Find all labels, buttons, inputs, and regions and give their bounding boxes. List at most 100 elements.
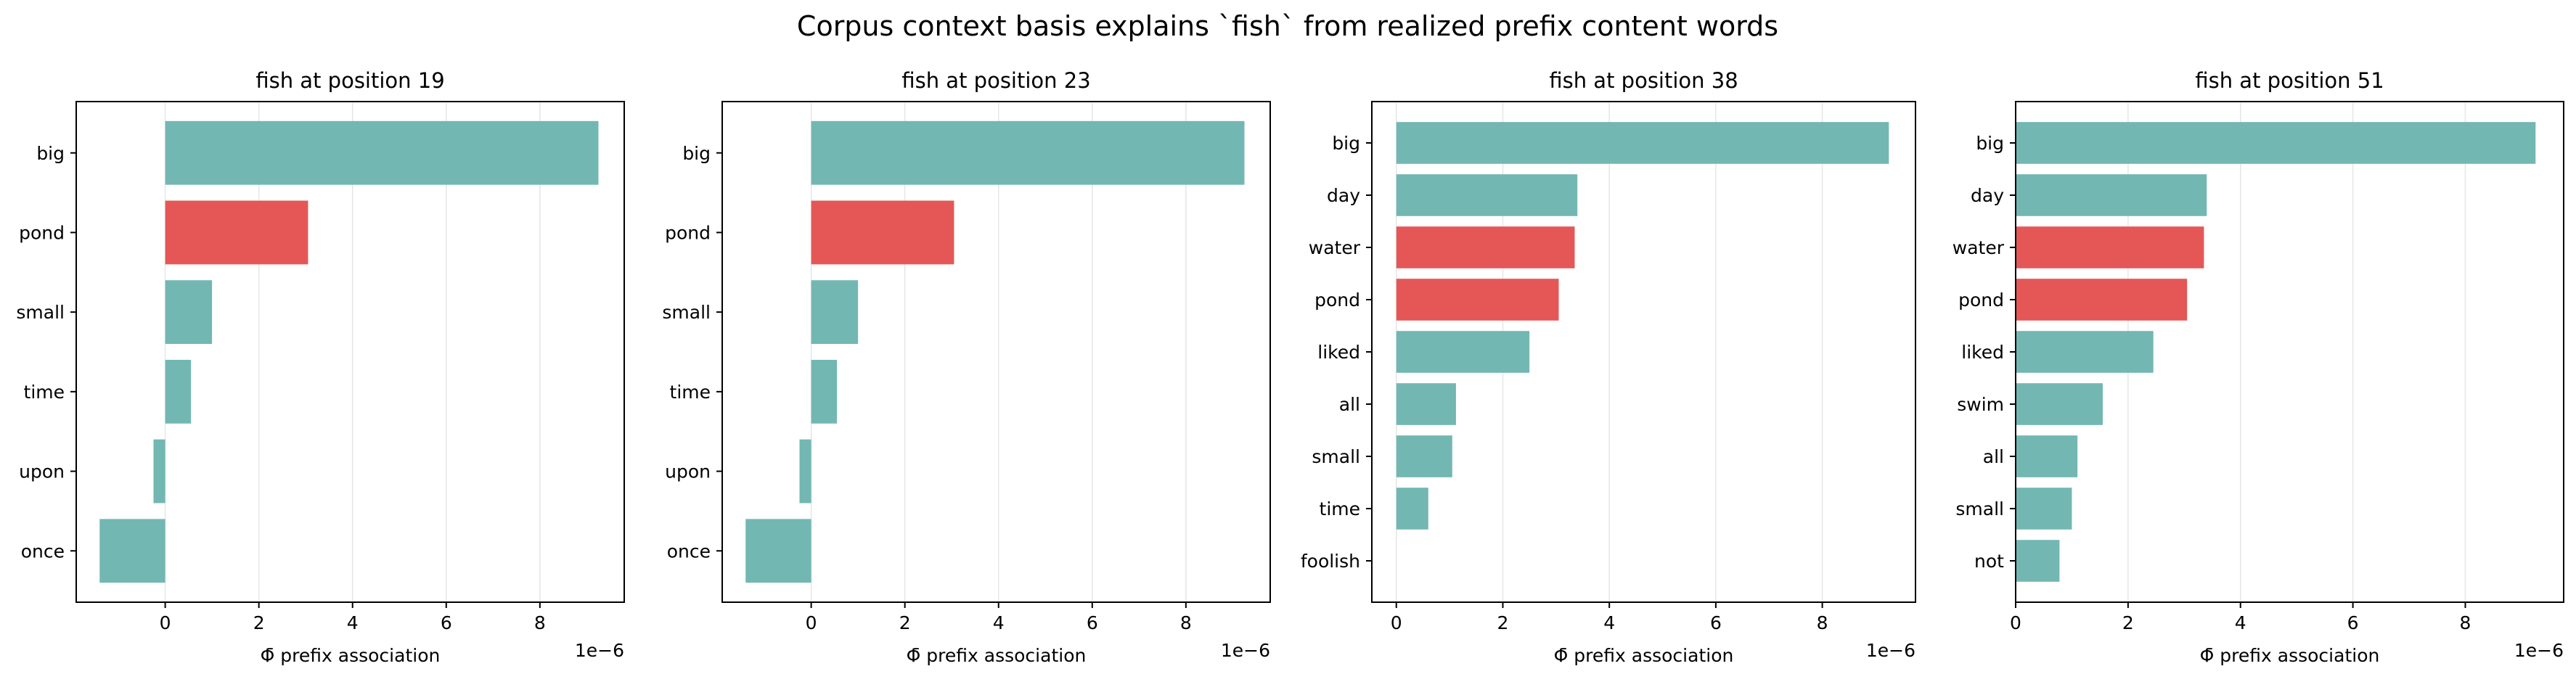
x-tick-label: 2 [899, 612, 911, 633]
category-label: big [1976, 133, 2004, 154]
category-label: pond [1314, 289, 1360, 311]
bar-day [1396, 174, 1578, 216]
figure-title: Corpus context basis explains `fish` fro… [797, 10, 1778, 42]
category-label: pond [19, 222, 65, 243]
x-tick-label: 6 [441, 612, 452, 633]
x-tick-label: 4 [347, 612, 359, 633]
category-label: upon [665, 461, 711, 482]
chart-title: fish at position 38 [1549, 68, 1738, 93]
axes-frame [721, 101, 1271, 603]
category-label: big [1332, 133, 1360, 154]
axis-offset-text: 1e−6 [1221, 640, 1270, 661]
bar-water [1396, 226, 1575, 268]
category-label: not [1974, 551, 2004, 572]
category-label: water [1953, 237, 2005, 258]
category-label: small [16, 302, 65, 323]
category-label: liked [1961, 342, 2004, 363]
category-label: big [36, 143, 65, 164]
category-label: day [1971, 185, 2004, 206]
x-tick-label: 4 [993, 612, 1005, 633]
chart-panel-2: big pond small time upon once 0 2 4 6 8 fish at pos… [662, 68, 1271, 666]
bar-small [2016, 488, 2072, 530]
x-tick-label: 6 [1710, 612, 1722, 633]
category-label: upon [19, 461, 65, 482]
category-label: time [24, 382, 65, 403]
category-label: foolish [1301, 551, 1360, 572]
chart-title: fish at position 51 [2195, 68, 2384, 93]
x-tick-label: 2 [2122, 612, 2134, 633]
category-label: time [670, 382, 711, 403]
bar-day [2016, 174, 2207, 216]
bar-pond [811, 200, 954, 265]
x-tick-label: 0 [1391, 612, 1402, 633]
bar-once [745, 519, 811, 583]
x-tick-label: 6 [1087, 612, 1098, 633]
axes-frame [1371, 101, 1916, 603]
bar-pond [165, 200, 308, 265]
chart-panel-3: big day water pond liked all small time foolish 0… [1301, 68, 1916, 666]
bar-time [811, 359, 838, 424]
bar-time [1396, 488, 1428, 530]
axes-frame [2015, 101, 2564, 603]
category-label: water [1309, 237, 1361, 258]
x-tick-label: 0 [2010, 612, 2021, 633]
chart-title: fish at position 23 [901, 68, 1090, 93]
axis-offset-text: 1e−6 [1866, 640, 1915, 661]
x-axis-label: Φ̄ prefix association [1554, 645, 1734, 666]
chart-panel-4: big day water pond liked swim all small not 0 2 4 6 8… [1953, 68, 2564, 666]
bar-upon [799, 439, 811, 504]
x-axis-label: Φ̄ prefix association [261, 645, 441, 666]
category-label: all [1339, 394, 1360, 415]
bar-time [165, 359, 192, 424]
bar-once [99, 519, 165, 583]
bar-pond [2016, 279, 2188, 321]
x-tick-label: 0 [806, 612, 817, 633]
x-tick-label: 0 [160, 612, 171, 633]
x-axis-label: Φ̄ prefix association [2200, 645, 2380, 666]
category-label: small [662, 302, 711, 323]
bar-all [1396, 383, 1456, 425]
bar-big [811, 120, 1245, 185]
category-label: once [21, 541, 65, 562]
bar-small [1396, 435, 1452, 477]
category-label: liked [1317, 342, 1360, 363]
x-tick-label: 6 [2347, 612, 2359, 633]
bar-big [165, 120, 599, 185]
bar-upon [153, 439, 165, 504]
category-label: time [1320, 498, 1360, 519]
x-tick-label: 8 [1817, 612, 1828, 633]
axis-offset-text: 1e−6 [575, 640, 624, 661]
bar-pond [1396, 279, 1559, 321]
category-label: big [682, 143, 711, 164]
x-tick-label: 4 [2235, 612, 2246, 633]
x-tick-label: 8 [534, 612, 546, 633]
bar-small [165, 280, 213, 345]
bar-liked [1396, 331, 1530, 373]
bar-all [2016, 435, 2078, 477]
category-label: small [1955, 498, 2004, 519]
category-label: pond [1958, 289, 2004, 311]
category-label: swim [1957, 394, 2004, 415]
x-tick-label: 8 [1180, 612, 1192, 633]
x-axis-label: Φ̄ prefix association [907, 645, 1087, 666]
axis-offset-text: 1e−6 [2514, 640, 2564, 661]
bar-water [2016, 226, 2204, 268]
x-tick-label: 4 [1603, 612, 1615, 633]
bar-liked [2016, 331, 2154, 373]
x-tick-label: 8 [2460, 612, 2471, 633]
bar-small [811, 280, 859, 345]
bar-big [1396, 122, 1889, 164]
category-label: day [1327, 185, 1360, 206]
category-label: once [667, 541, 711, 562]
bar-big [2016, 122, 2536, 164]
x-tick-label: 2 [253, 612, 265, 633]
chart-panel-1: big pond small time upon once 0 2 4 6 8 fish at pos… [16, 68, 625, 666]
axes-frame [75, 101, 625, 603]
category-label: all [1983, 446, 2004, 467]
category-label: pond [665, 222, 711, 243]
category-label: small [1312, 446, 1360, 467]
chart-title: fish at position 19 [255, 68, 444, 93]
x-tick-label: 2 [1497, 612, 1509, 633]
bar-not [2016, 540, 2060, 582]
